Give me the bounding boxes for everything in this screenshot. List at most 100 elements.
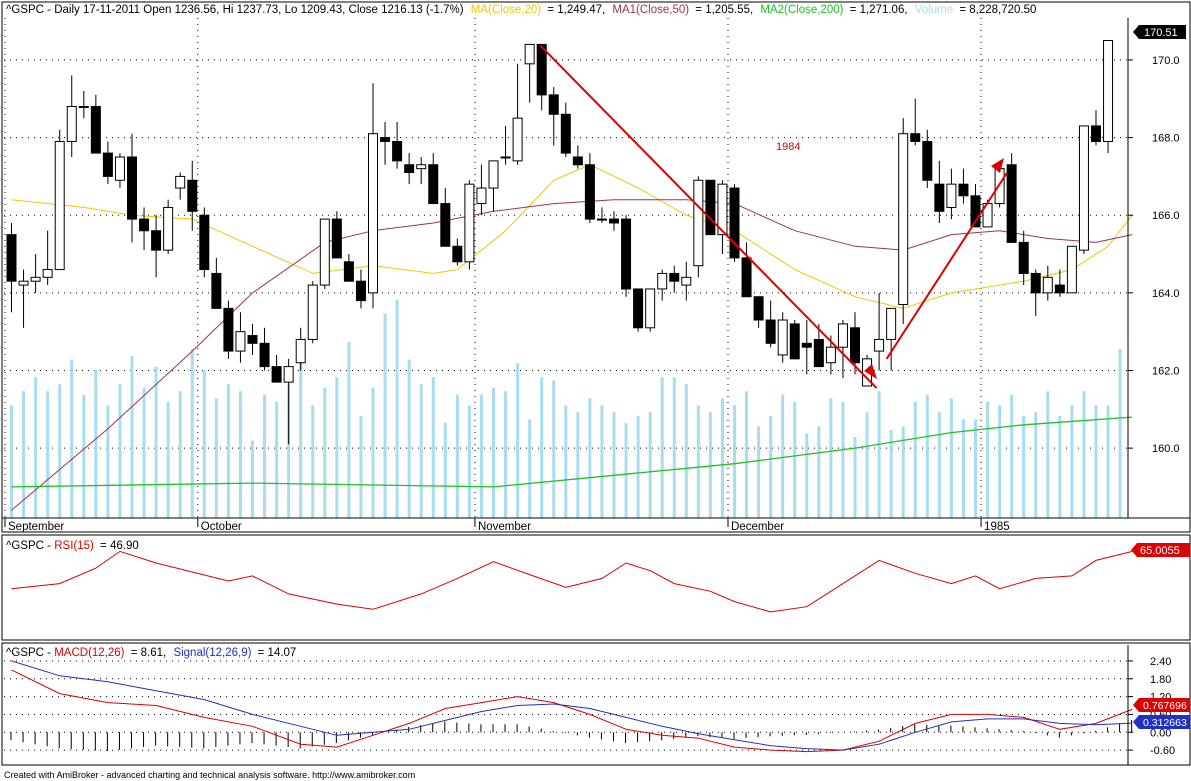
candle xyxy=(464,180,475,270)
volume-bar xyxy=(214,398,218,518)
volume-bar xyxy=(106,405,110,518)
macd-tag: 0.767696 xyxy=(1133,698,1190,712)
month-label: September xyxy=(8,521,64,533)
candle-body-down xyxy=(223,307,234,352)
price-tick-label: 166.0 xyxy=(1152,210,1180,222)
candle xyxy=(560,102,571,157)
macd-tag-text: 0.767696 xyxy=(1143,700,1187,712)
volume-bar xyxy=(696,405,700,518)
candle-body-down xyxy=(813,338,824,368)
price-tag-shape xyxy=(1133,25,1186,39)
volume-bar xyxy=(769,415,773,518)
candle-body-up xyxy=(874,338,885,352)
candle xyxy=(1091,110,1101,146)
candle xyxy=(1018,230,1029,286)
candle-body-up xyxy=(464,183,475,263)
candle-body-down xyxy=(705,179,716,236)
price-tag-text: 170.51 xyxy=(1144,27,1178,39)
candle xyxy=(416,156,427,185)
candle xyxy=(922,129,933,189)
volume-bar xyxy=(1010,394,1014,518)
volume-bar xyxy=(745,391,749,518)
candle-body-up xyxy=(78,106,89,109)
candle-body-down xyxy=(621,218,632,290)
candle xyxy=(596,207,607,223)
candle xyxy=(343,254,354,282)
candle xyxy=(500,125,511,165)
candle-body-down xyxy=(669,272,680,282)
candle-body-up xyxy=(488,160,499,189)
candle-body-down xyxy=(609,218,619,224)
candle xyxy=(18,269,29,328)
candle-body-down xyxy=(247,335,258,344)
macd-label: MACD(12,26) xyxy=(54,647,124,659)
month-label: 1985 xyxy=(984,521,1010,533)
candle xyxy=(476,164,487,216)
signal-tag-text: 0.312663 xyxy=(1143,717,1187,729)
rsi-tag-shape xyxy=(1131,543,1190,557)
candle-body-down xyxy=(1018,241,1029,274)
candle-body-down xyxy=(428,164,439,205)
candle xyxy=(777,312,788,363)
price-header: ^GSPC - Daily 17-11-2011 Open 1236.56, H… xyxy=(6,4,1036,16)
candle xyxy=(789,320,800,360)
candle-body-down xyxy=(211,272,222,309)
candle xyxy=(6,222,17,313)
candle xyxy=(319,218,330,289)
volume-bar xyxy=(479,394,483,518)
candle xyxy=(1042,265,1053,301)
candle xyxy=(139,207,150,251)
rsi-header: ^GSPC - RSI(15) = 46.90 xyxy=(6,540,139,552)
rsi-pane[interactable]: ^GSPC - RSI(15) = 46.90 65.0055 xyxy=(1,534,1191,641)
volume-bar xyxy=(660,377,664,518)
candle xyxy=(729,184,740,262)
candle-body-down xyxy=(331,218,342,259)
volume-bar xyxy=(1106,405,1110,518)
price-pane[interactable]: 160.0 162.0 164.0 166.0 168.0 170.0 September… xyxy=(1,1,1191,533)
volume-bar xyxy=(371,387,375,518)
candle xyxy=(380,122,391,165)
candle-body-down xyxy=(753,296,764,321)
volume-bar xyxy=(70,359,74,518)
candle-body-up xyxy=(319,218,330,286)
candle xyxy=(645,288,656,332)
candle xyxy=(211,257,222,309)
trend-arrows xyxy=(539,44,1008,389)
volume-bar xyxy=(492,387,495,518)
macd-tick-label: 0.00 xyxy=(1150,727,1171,739)
candle-body-up xyxy=(175,175,186,189)
volume-bar xyxy=(540,377,544,518)
ma200-value: = 1,271.06, xyxy=(850,4,908,16)
ma20-value: = 1,249.47, xyxy=(547,4,605,16)
candle-body-down xyxy=(536,43,547,96)
volume-bar xyxy=(648,412,652,518)
candle-body-up xyxy=(886,307,897,340)
candle-body-up xyxy=(500,156,511,159)
downtrend-arrow-line xyxy=(539,44,878,389)
candle-body-down xyxy=(392,140,403,162)
candle xyxy=(175,172,186,200)
macd-tag-shape xyxy=(1133,698,1190,712)
candle-body-up xyxy=(235,331,246,352)
macd-pane[interactable]: -0.600.000.601.201.802.40 ^GSPC - MACD(1… xyxy=(1,642,1191,766)
price-tick-label: 168.0 xyxy=(1152,133,1180,145)
candle xyxy=(1054,269,1065,297)
volume-bar xyxy=(22,391,26,518)
volume-bar xyxy=(34,377,38,518)
candle xyxy=(669,265,680,293)
candle-body-up xyxy=(18,280,29,286)
volume-bar xyxy=(455,394,459,518)
volume-bar xyxy=(913,401,917,518)
candle xyxy=(548,87,559,146)
candle-body-down xyxy=(6,234,17,282)
candle-body-down xyxy=(139,218,150,232)
candle-body-up xyxy=(1042,276,1053,294)
candlesticks[interactable] xyxy=(6,40,1114,445)
signal-value: = 14.07 xyxy=(258,647,297,659)
candle xyxy=(584,153,595,223)
candle xyxy=(886,307,897,371)
candle-body-up xyxy=(1103,40,1114,142)
month-label: December xyxy=(731,521,784,533)
candle xyxy=(295,327,306,371)
volume-bar xyxy=(383,313,387,518)
